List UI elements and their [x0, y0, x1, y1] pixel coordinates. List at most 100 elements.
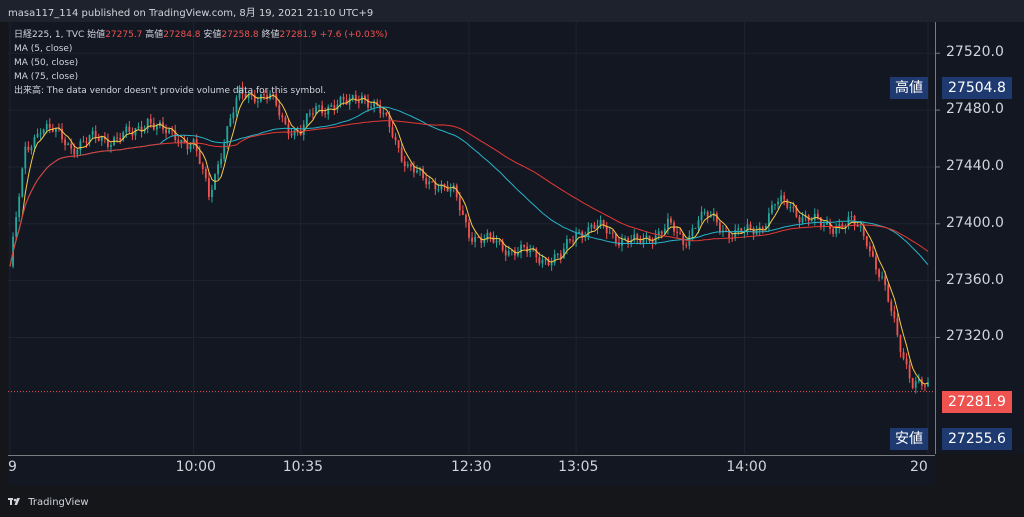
change-value: +7.6 (+0.03%) — [319, 30, 388, 40]
candle-body — [354, 94, 357, 102]
time-tick-label: 12:30 — [451, 459, 492, 475]
candle-body — [480, 237, 483, 243]
candle-body — [596, 225, 599, 229]
candle-body — [575, 232, 578, 242]
price-tick-label: 27360.0 — [946, 271, 1004, 288]
candle-body — [786, 199, 789, 208]
candle-body — [232, 112, 235, 119]
ma5-legend[interactable]: MA (5, close) — [14, 44, 73, 54]
candle-body — [376, 101, 379, 106]
candle-body — [465, 214, 467, 223]
candle-body — [722, 230, 724, 232]
price-tick-label: 27440.0 — [946, 157, 1004, 174]
candle-body — [618, 242, 620, 246]
candle-body — [679, 232, 682, 234]
candle-body — [553, 254, 556, 264]
candle-body — [697, 220, 700, 228]
candle-body — [36, 133, 39, 138]
candle-body — [256, 101, 259, 103]
ma50-legend[interactable]: MA (50, close) — [14, 58, 79, 68]
candle-body — [556, 253, 559, 255]
candle-body — [477, 236, 480, 238]
candle-body — [663, 228, 666, 234]
candle-body — [413, 166, 415, 173]
candle-body — [572, 240, 574, 242]
candle-body — [266, 95, 268, 99]
candle-body — [125, 126, 128, 133]
candle-body — [189, 145, 192, 150]
candle-body — [39, 133, 42, 135]
symbol-label: 日経225, 1, TVC — [14, 30, 85, 40]
time-axis[interactable] — [8, 455, 935, 486]
candle-body — [875, 256, 877, 270]
price-tick-label: 27520.0 — [946, 44, 1004, 61]
volume-note: 出来高: The data vendor doesn't provide vol… — [14, 86, 326, 96]
candle-body — [30, 147, 33, 151]
candle-body — [908, 364, 911, 379]
candle-body — [192, 139, 195, 146]
candle-body — [315, 106, 317, 114]
candle-body — [419, 168, 421, 171]
candle-body — [367, 99, 369, 108]
candle-body — [777, 201, 779, 205]
high-value: 27284.8 — [163, 30, 201, 40]
ma75-legend[interactable]: MA (75, close) — [14, 72, 79, 82]
candle-body — [887, 285, 890, 302]
candle-body — [449, 189, 452, 192]
candle-body — [67, 143, 70, 146]
candle-body — [400, 147, 403, 162]
candle-body — [155, 126, 158, 130]
candle-body — [639, 238, 642, 244]
candle-body — [878, 269, 880, 278]
price-tick-label: 27480.0 — [946, 101, 1004, 118]
candle-body — [507, 250, 510, 256]
ma75-line — [9, 120, 929, 267]
open-value: 27275.7 — [105, 30, 143, 40]
candle-body — [51, 127, 54, 132]
candle-body — [146, 118, 149, 129]
candle-body — [110, 145, 112, 147]
candle-body — [636, 234, 639, 239]
candle-body — [767, 213, 770, 227]
candle-body — [305, 113, 308, 125]
candle-body — [792, 207, 795, 209]
candle-body — [327, 106, 330, 115]
low-label: 安値 — [203, 30, 222, 40]
chart-legend: 日経225, 1, TVC 始値27275.7 高値27284.8 安値2725… — [14, 28, 387, 98]
candle-body — [229, 118, 232, 127]
candle-body — [835, 228, 838, 234]
candle-body — [642, 238, 645, 244]
candle-body — [492, 236, 495, 243]
candle-body — [795, 207, 798, 217]
candle-body — [207, 178, 210, 197]
candle-body — [633, 234, 636, 241]
candle-body — [599, 219, 602, 226]
candle-body — [443, 184, 446, 186]
candle-body — [764, 226, 767, 230]
time-tick-label: 9 — [8, 459, 17, 475]
candle-body — [461, 210, 464, 215]
candle-body — [284, 117, 287, 124]
candle-body — [85, 141, 88, 143]
candle-body — [21, 168, 24, 197]
last-price-tag: 27281.9 — [942, 391, 1012, 413]
candle-body — [893, 311, 896, 319]
candle-body — [593, 224, 596, 229]
tradingview-footer[interactable]: TradingView — [8, 497, 89, 508]
candle-body — [746, 224, 749, 232]
candle-body — [890, 301, 893, 312]
candle-body — [896, 318, 899, 336]
candle-body — [238, 86, 241, 99]
candle-body — [881, 276, 884, 278]
candle-body — [547, 259, 550, 266]
candle-body — [774, 204, 776, 206]
candle-body — [590, 224, 593, 228]
candle-body — [409, 164, 412, 167]
candle-body — [391, 127, 394, 137]
candle-body — [798, 216, 801, 223]
candle-body — [700, 211, 703, 221]
candle-body — [715, 213, 718, 223]
candle-body — [856, 224, 859, 227]
candle-body — [226, 126, 229, 144]
